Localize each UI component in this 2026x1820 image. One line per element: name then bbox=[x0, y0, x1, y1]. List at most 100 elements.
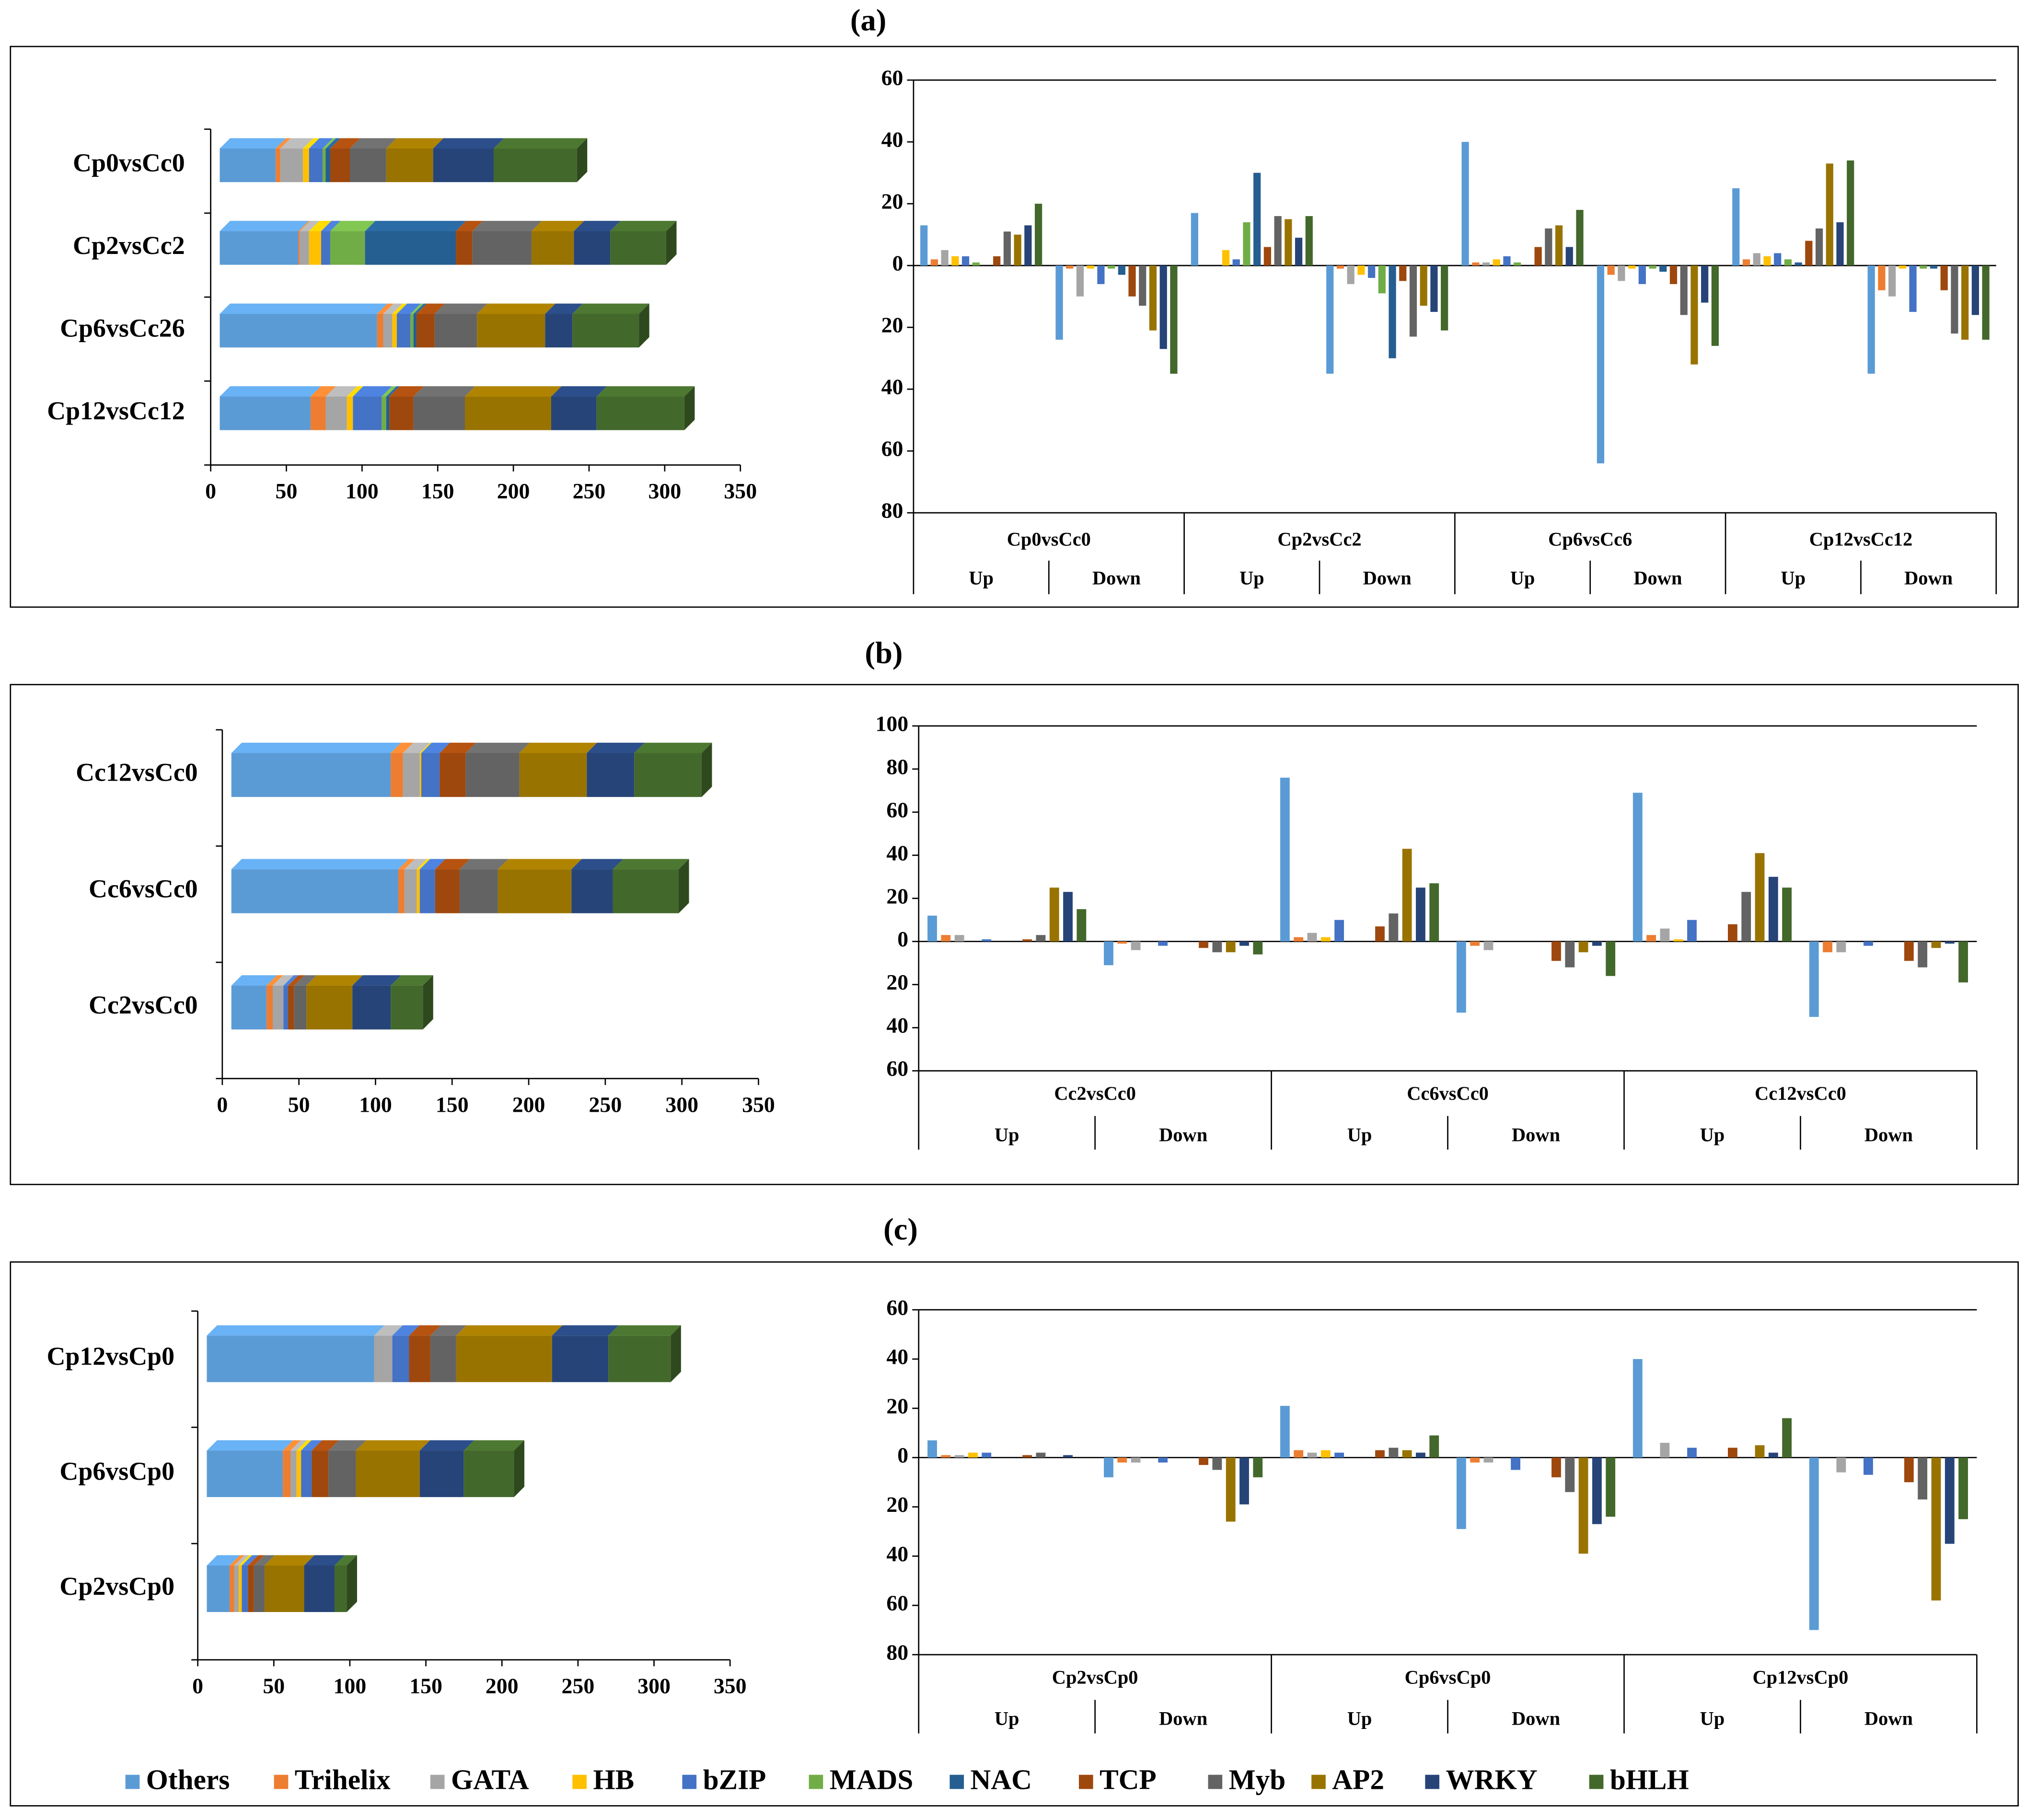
bar bbox=[1326, 265, 1334, 374]
bar-top bbox=[383, 303, 403, 314]
bar bbox=[1378, 265, 1386, 294]
bar-top bbox=[335, 1555, 357, 1566]
bar bbox=[1847, 160, 1854, 266]
bar-top bbox=[356, 1440, 430, 1451]
bar bbox=[1660, 928, 1670, 942]
bar-segment bbox=[273, 985, 284, 1030]
bar bbox=[1864, 941, 1873, 946]
bar bbox=[1402, 1450, 1412, 1458]
x-tick-label: 100 bbox=[346, 479, 379, 503]
bar-top bbox=[325, 386, 358, 397]
bar-segment bbox=[304, 1565, 335, 1613]
x-tick-label: 0 bbox=[205, 479, 216, 503]
bar-top bbox=[531, 220, 584, 231]
bar bbox=[1982, 265, 1990, 340]
bar-segment bbox=[410, 314, 414, 348]
bar bbox=[954, 935, 964, 942]
x-tick-label: Down bbox=[1904, 567, 1953, 589]
x-tick-label: 200 bbox=[486, 1674, 519, 1698]
x-tick-label: Down bbox=[1864, 1124, 1913, 1145]
bar bbox=[1097, 265, 1105, 284]
bar bbox=[1660, 1442, 1670, 1458]
bar-side bbox=[701, 742, 712, 797]
bar-top bbox=[280, 138, 313, 149]
bar-top bbox=[465, 742, 530, 753]
bar bbox=[1036, 1452, 1046, 1458]
bar bbox=[1823, 941, 1832, 953]
bar-segment bbox=[613, 869, 679, 913]
x-tick-label: 150 bbox=[421, 479, 454, 503]
bar bbox=[1232, 259, 1240, 266]
bar-top bbox=[207, 1555, 240, 1566]
bar-top bbox=[433, 138, 504, 149]
y-tick-label: Cp2vsCc2 bbox=[73, 231, 185, 260]
bar bbox=[1389, 1448, 1399, 1458]
bar bbox=[1768, 876, 1778, 942]
bar bbox=[1687, 1448, 1697, 1458]
bar-top bbox=[386, 386, 400, 397]
bar-top bbox=[288, 975, 305, 986]
x-tick-label: 0 bbox=[192, 1674, 203, 1698]
bar-top bbox=[613, 859, 689, 870]
x-tick-label: 300 bbox=[648, 479, 682, 503]
bar-top bbox=[596, 386, 695, 397]
y-tick-label: Cp6vsCp0 bbox=[59, 1457, 174, 1486]
legend-label: Trihelix bbox=[295, 1763, 391, 1795]
bar-segment bbox=[207, 1451, 283, 1497]
bar-top bbox=[430, 1325, 467, 1336]
bar bbox=[1389, 913, 1399, 942]
bar-segment bbox=[309, 148, 323, 183]
y-tick-label: 40 bbox=[886, 1345, 908, 1369]
bar bbox=[1551, 941, 1561, 961]
x-tick-label: Up bbox=[1700, 1708, 1725, 1729]
bar bbox=[1285, 219, 1292, 266]
bar bbox=[1274, 216, 1282, 266]
bar bbox=[982, 1452, 992, 1458]
bar bbox=[1784, 259, 1792, 266]
legend-swatch bbox=[125, 1774, 140, 1789]
bar-segment bbox=[296, 1451, 301, 1497]
y-tick-label: 40 bbox=[886, 841, 908, 865]
bar-top bbox=[325, 138, 341, 149]
bar bbox=[1055, 265, 1063, 340]
bar-top bbox=[421, 742, 450, 753]
bar bbox=[1904, 1457, 1914, 1483]
bar bbox=[1565, 1457, 1575, 1492]
bar bbox=[1728, 1448, 1737, 1458]
bar-segment bbox=[239, 1565, 242, 1613]
bar bbox=[1357, 265, 1365, 275]
bar-segment bbox=[382, 396, 386, 430]
panel-frame bbox=[10, 684, 2019, 1186]
bar bbox=[1416, 1452, 1425, 1458]
bar-segment bbox=[303, 148, 309, 183]
bar bbox=[1646, 935, 1656, 942]
bar bbox=[1336, 265, 1344, 269]
bar bbox=[1253, 173, 1261, 266]
bar-segment bbox=[386, 148, 433, 183]
y-tick-label: 20 bbox=[886, 1394, 908, 1418]
group-label: Cc12vsCc0 bbox=[1755, 1083, 1846, 1104]
bar bbox=[1441, 265, 1448, 331]
bar-segment bbox=[328, 1451, 356, 1497]
bar bbox=[1243, 222, 1250, 266]
bar-segment bbox=[572, 314, 639, 348]
bar bbox=[1958, 1457, 1968, 1520]
bar bbox=[1940, 265, 1948, 290]
bar-segment bbox=[434, 314, 477, 348]
x-tick-label: 350 bbox=[714, 1674, 747, 1698]
bar bbox=[1307, 933, 1317, 942]
bar-top bbox=[464, 386, 562, 397]
bar-segment bbox=[231, 985, 267, 1030]
bar-segment bbox=[472, 231, 532, 265]
bar-segment bbox=[266, 985, 273, 1030]
bar bbox=[1117, 941, 1127, 944]
bar-top bbox=[572, 303, 649, 314]
bar bbox=[1024, 225, 1032, 266]
bar bbox=[1514, 262, 1521, 266]
bar bbox=[1131, 1457, 1141, 1463]
legend-swatch bbox=[274, 1774, 289, 1789]
x-tick-label: Up bbox=[1347, 1708, 1372, 1729]
bar-segment bbox=[312, 1451, 329, 1497]
bar bbox=[1429, 883, 1439, 942]
x-tick-label: Down bbox=[1512, 1708, 1560, 1729]
